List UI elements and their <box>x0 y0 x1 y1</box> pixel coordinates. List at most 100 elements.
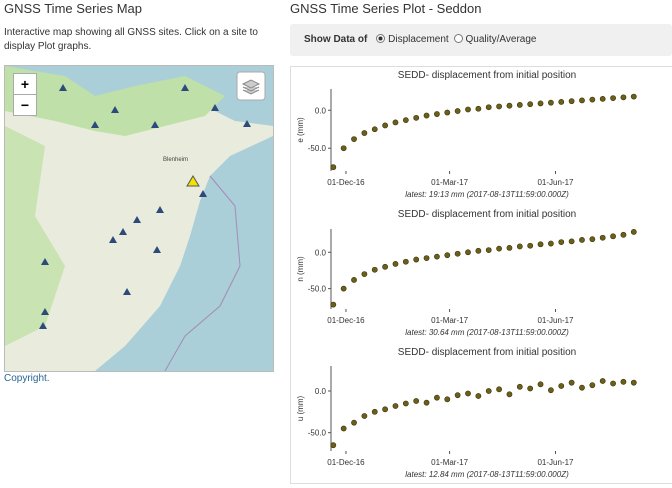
data-point <box>454 250 461 257</box>
map-title: GNSS Time Series Map <box>4 1 142 16</box>
data-point <box>589 96 596 103</box>
data-point <box>610 95 616 102</box>
data-point <box>382 406 389 413</box>
sea <box>95 136 273 371</box>
data-point <box>610 380 616 387</box>
site-markers[interactable] <box>39 84 251 329</box>
data-point <box>361 413 368 419</box>
data-point <box>423 255 430 261</box>
data-point <box>589 236 596 243</box>
plot-title: GNSS Time Series Plot - Seddon <box>290 1 482 16</box>
data-point <box>610 233 616 240</box>
y-tick-label: 0.0 <box>315 248 327 257</box>
data-point <box>351 419 357 426</box>
data-point <box>506 245 513 251</box>
y-tick-label: -50.0 <box>308 144 327 153</box>
data-point <box>361 271 368 277</box>
y-tick-label: 0.0 <box>315 387 327 396</box>
data-point <box>444 252 451 259</box>
data-point <box>330 164 337 171</box>
data-point <box>506 391 513 398</box>
map-tiles: Blenheim <box>5 66 273 371</box>
data-point <box>444 396 451 403</box>
y-tick-label: 0.0 <box>315 106 327 115</box>
data-point <box>630 379 637 386</box>
chart-title: SEDD- displacement from initial position <box>398 209 576 220</box>
data-point <box>630 229 637 235</box>
data-point <box>475 105 482 112</box>
x-tick-label: 01-Jun-17 <box>537 316 574 325</box>
data-point <box>392 261 399 267</box>
data-point <box>599 234 606 241</box>
data-point <box>599 95 606 102</box>
annotation: latest: 30.64 mm (2017-08-13T11:59:00.00… <box>405 328 569 337</box>
data-point <box>558 383 565 389</box>
data-point <box>620 231 627 238</box>
data-point <box>465 249 471 256</box>
radio-button[interactable] <box>376 34 386 43</box>
copyright-link[interactable]: Copyright. <box>4 373 50 384</box>
data-point <box>630 93 637 100</box>
data-point <box>361 130 368 136</box>
chart-title: SEDD- displacement from initial position <box>398 347 576 358</box>
layers-icon <box>241 79 261 95</box>
data-point <box>402 258 409 265</box>
x-tick-label: 01-Mar-17 <box>431 458 468 467</box>
data-point <box>516 243 523 250</box>
radio-button[interactable] <box>453 34 463 43</box>
x-tick-label: 01-Mar-17 <box>431 178 468 187</box>
place-label: Blenheim <box>163 157 188 163</box>
data-point <box>527 385 534 392</box>
data-point <box>589 382 596 389</box>
data-point <box>330 442 337 449</box>
data-point <box>579 237 585 243</box>
annotation: latest: 19:13 mm (2017-08-13T11:59:00.00… <box>405 190 569 199</box>
data-point <box>423 112 430 119</box>
data-point <box>382 263 389 270</box>
data-point <box>558 99 565 105</box>
x-tick-label: 01-Dec-16 <box>327 316 365 325</box>
x-tick-label: 01-Jun-17 <box>537 458 574 467</box>
data-point <box>340 425 347 432</box>
data-point <box>371 408 378 415</box>
data-point <box>527 242 534 249</box>
data-point <box>537 381 544 388</box>
data-point <box>413 256 420 263</box>
data-point <box>579 384 585 391</box>
y-axis-label: e (mm) <box>296 117 305 143</box>
zoom-out[interactable]: − <box>13 94 37 116</box>
map[interactable]: Blenheim + − <box>4 65 274 372</box>
data-point <box>516 383 523 390</box>
radio-label[interactable]: Displacement <box>388 34 449 45</box>
data-point <box>413 114 420 121</box>
forest <box>5 66 225 136</box>
data-point <box>558 239 565 245</box>
selected-site[interactable] <box>186 175 200 187</box>
y-tick-label: -50.0 <box>308 429 327 438</box>
data-point <box>620 378 627 385</box>
description: Interactive map showing all GNSS sites. … <box>4 27 258 52</box>
data-point <box>392 119 399 126</box>
data-point <box>371 126 378 133</box>
zoom-in[interactable]: + <box>13 73 37 95</box>
plots: SEDD- displacement from initial position… <box>296 70 637 479</box>
radio-label[interactable]: Quality/Average <box>465 34 537 45</box>
data-point <box>547 99 554 106</box>
data-point <box>568 379 575 386</box>
data-point <box>547 387 554 394</box>
data-point <box>402 117 409 124</box>
data-point <box>454 392 461 399</box>
data-point <box>423 399 430 406</box>
data-point <box>496 103 502 110</box>
data-point <box>434 394 440 401</box>
data-point <box>620 94 627 101</box>
data-point <box>475 393 482 399</box>
data-point <box>568 98 575 105</box>
annotation: latest: 12.84 mm (2017-08-13T11:59:00.00… <box>405 470 569 479</box>
data-point <box>465 106 471 113</box>
data-point <box>340 145 347 152</box>
y-axis-label: n (mm) <box>296 256 305 282</box>
data-point <box>351 277 357 283</box>
data-point <box>579 97 585 104</box>
